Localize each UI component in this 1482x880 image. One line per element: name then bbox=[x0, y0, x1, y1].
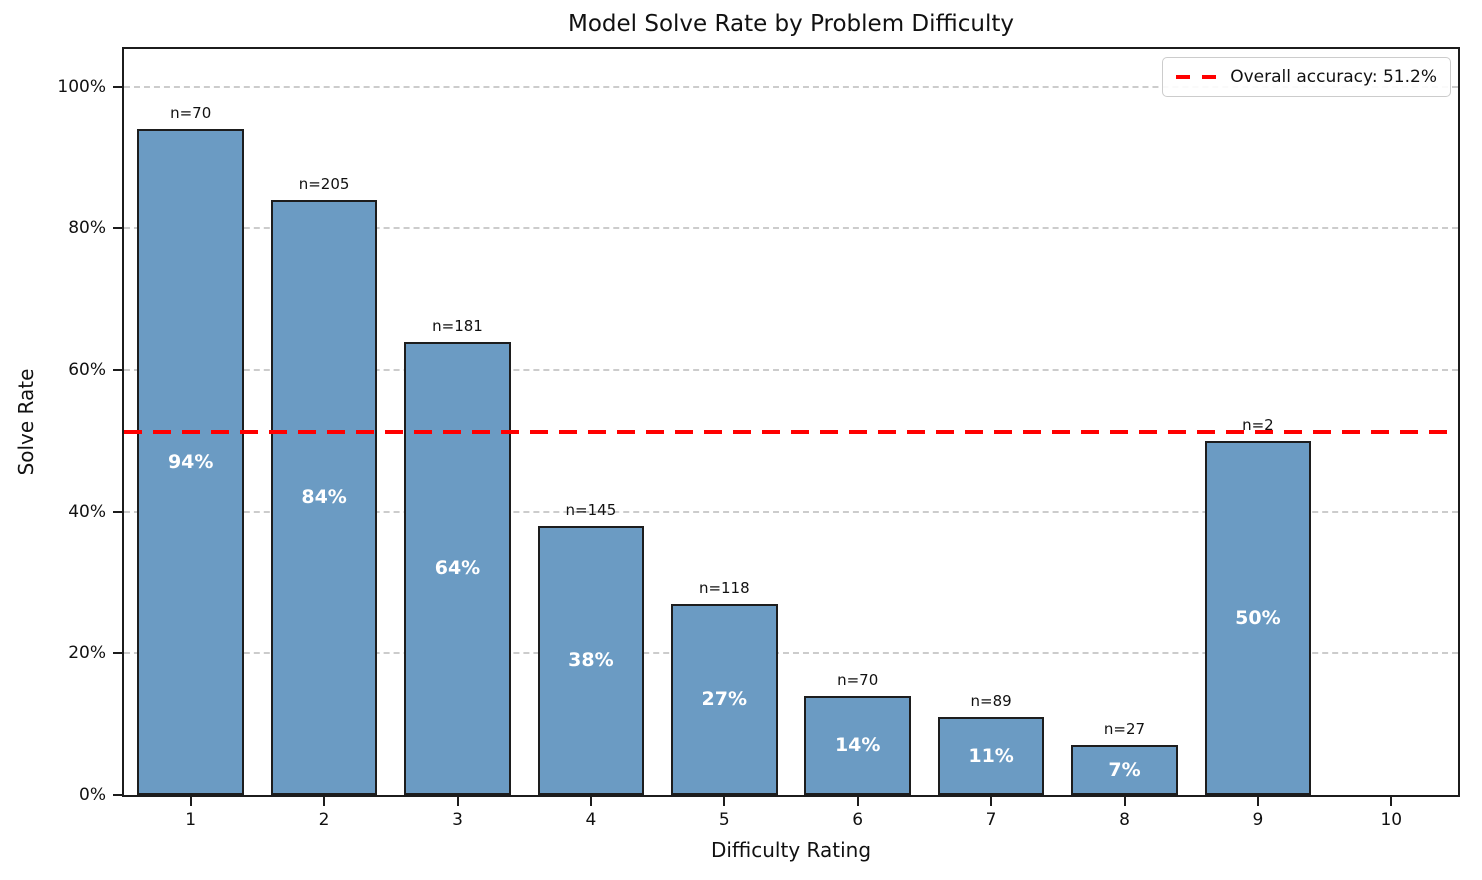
bar-difficulty-3: 64% bbox=[404, 341, 511, 795]
overall-accuracy-line bbox=[124, 430, 1458, 435]
x-tick-mark bbox=[1123, 797, 1126, 806]
y-tick-label: 0% bbox=[79, 785, 106, 805]
bar-value-label: 27% bbox=[701, 688, 748, 711]
plot-area: Overall accuracy: 51.2% 94% n=70 84% n=205 6… bbox=[122, 47, 1460, 797]
bar-count-label: n=205 bbox=[298, 174, 350, 193]
bar-value-label: 11% bbox=[968, 745, 1014, 768]
x-tick-mark bbox=[589, 797, 592, 806]
bar-count-label: n=27 bbox=[1103, 720, 1146, 739]
gridline-80% bbox=[124, 227, 1458, 230]
y-tick-mark bbox=[113, 510, 122, 513]
x-tick-mark bbox=[323, 797, 326, 806]
gridline-100% bbox=[124, 85, 1458, 88]
legend: Overall accuracy: 51.2% bbox=[1162, 57, 1451, 97]
bar-difficulty-9: 50% bbox=[1204, 440, 1312, 795]
x-tick-label: 5 bbox=[718, 810, 730, 830]
x-tick-label: 8 bbox=[1119, 810, 1130, 830]
bar-count-label: n=181 bbox=[432, 316, 483, 335]
bar-value-label: 64% bbox=[434, 557, 481, 580]
bar-value-label: 14% bbox=[834, 734, 881, 757]
bar-difficulty-2: 84% bbox=[270, 199, 378, 795]
x-tick-label: 9 bbox=[1252, 810, 1264, 830]
x-tick-label: 3 bbox=[452, 810, 463, 830]
x-tick-label: 7 bbox=[985, 810, 997, 830]
y-tick-label: 20% bbox=[68, 643, 106, 664]
y-tick-label: 40% bbox=[68, 501, 106, 522]
x-tick-label: 10 bbox=[1380, 810, 1403, 830]
chart-title: Model Solve Rate by Problem Difficulty bbox=[568, 11, 1014, 37]
x-tick-label: 2 bbox=[318, 810, 330, 830]
y-tick-mark bbox=[113, 85, 122, 88]
x-tick-label: 1 bbox=[185, 810, 197, 830]
bar-difficulty-8: 7% bbox=[1071, 745, 1178, 795]
x-tick-mark bbox=[723, 797, 726, 806]
x-tick-mark bbox=[990, 797, 993, 806]
y-tick-label: 60% bbox=[68, 359, 106, 380]
x-tick-mark bbox=[856, 797, 859, 806]
bar-count-label: n=145 bbox=[565, 500, 617, 519]
bar-count-label: n=70 bbox=[837, 670, 879, 689]
x-tick-mark bbox=[189, 797, 192, 806]
bar-count-label: n=70 bbox=[170, 104, 212, 123]
bar-value-label: 50% bbox=[1235, 606, 1281, 629]
bar-value-label: 38% bbox=[568, 649, 614, 672]
x-tick-mark bbox=[1256, 797, 1259, 806]
y-tick-label: 80% bbox=[68, 218, 106, 239]
x-tick-label: 6 bbox=[852, 810, 864, 830]
gridline-60% bbox=[124, 368, 1458, 371]
legend-label: Overall accuracy: 51.2% bbox=[1230, 67, 1437, 87]
y-tick-label: 100% bbox=[57, 76, 106, 97]
bar-value-label: 7% bbox=[1108, 759, 1141, 782]
gridline-20% bbox=[124, 652, 1458, 655]
gridline-40% bbox=[124, 510, 1458, 513]
x-tick-label: 4 bbox=[585, 810, 597, 830]
x-axis-label: Difficulty Rating bbox=[710, 838, 872, 862]
y-tick-mark bbox=[113, 794, 122, 796]
bar-difficulty-4: 38% bbox=[537, 525, 645, 795]
x-tick-mark bbox=[1390, 797, 1393, 806]
bar-difficulty-7: 11% bbox=[937, 717, 1045, 795]
x-tick-mark bbox=[456, 797, 459, 806]
bar-difficulty-5: 27% bbox=[670, 603, 778, 795]
y-tick-mark bbox=[113, 227, 122, 230]
bar-count-label: n=118 bbox=[698, 578, 750, 597]
legend-dashed-line-sample bbox=[1176, 75, 1217, 79]
bar-difficulty-6: 14% bbox=[804, 695, 912, 795]
bar-count-label: n=89 bbox=[970, 692, 1012, 711]
y-axis-label: Solve Rate bbox=[14, 368, 38, 476]
bar-value-label: 84% bbox=[301, 486, 347, 509]
bar-count-label: n=2 bbox=[1242, 415, 1274, 434]
y-tick-mark bbox=[113, 652, 122, 655]
bar-value-label: 94% bbox=[167, 451, 214, 474]
bar-difficulty-1: 94% bbox=[137, 129, 245, 795]
y-tick-mark bbox=[113, 368, 122, 371]
